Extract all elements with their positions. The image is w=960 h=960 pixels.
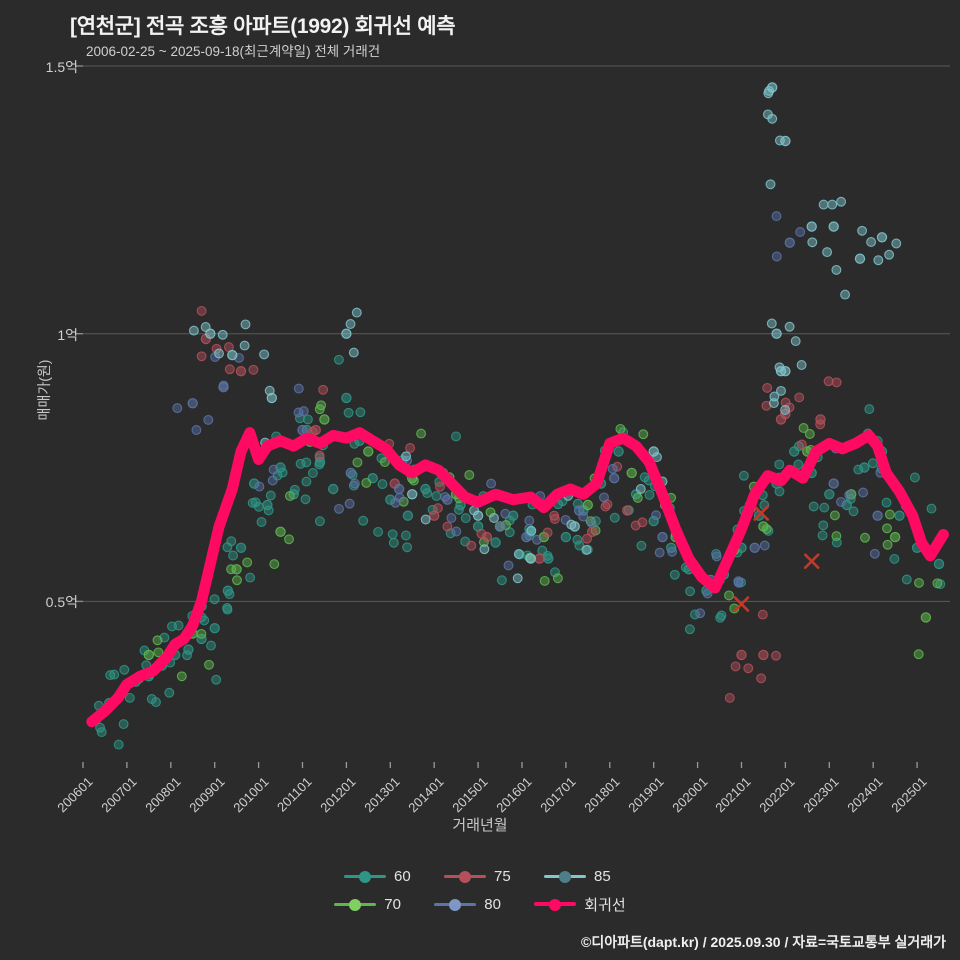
y-axis-label: 매매가(원) bbox=[36, 359, 52, 421]
page-title: [연천군] 전곡 조흥 아파트(1992) 회귀선 예측 bbox=[70, 15, 456, 38]
cancelled-markers-layer bbox=[733, 505, 820, 612]
y-tick-text: 0.5억 bbox=[45, 594, 78, 611]
legend-label-regression: 회귀선 bbox=[584, 896, 626, 914]
page-subtitle: 2006-02-25 ~ 2025-09-18(최근계약일) 전체 거래건 bbox=[86, 44, 381, 59]
x-axis-label: 거래년월 bbox=[452, 817, 508, 834]
legend-swatch-80 bbox=[434, 897, 477, 911]
legend-swatch-60 bbox=[344, 869, 386, 883]
legend-label-70: 70 bbox=[384, 895, 401, 913]
legend-item-60[interactable]: 60 bbox=[344, 868, 416, 885]
legend-label-75: 75 bbox=[494, 867, 511, 885]
legend-item-regression[interactable]: 회귀선 bbox=[534, 894, 626, 915]
legend-item-85[interactable]: 85 bbox=[544, 868, 616, 885]
y-tick-text: 1.5억 bbox=[45, 59, 78, 75]
legend-item-75[interactable]: 75 bbox=[444, 868, 516, 885]
legend-label-80: 80 bbox=[484, 895, 501, 913]
legend-item-70[interactable]: 70 bbox=[334, 896, 406, 913]
legend-swatch-regression bbox=[534, 897, 577, 911]
legend-item-80[interactable]: 80 bbox=[434, 896, 506, 913]
regression-line-layer bbox=[86, 427, 949, 728]
legend-row-1: 60 75 85 bbox=[0, 862, 960, 890]
legend-swatch-70 bbox=[334, 897, 377, 911]
data-points-layer bbox=[90, 82, 946, 750]
chart-legend: 60 75 85 bbox=[0, 862, 960, 918]
x-tick-marks bbox=[82, 762, 918, 768]
legend-row-2: 70 80 회귀선 bbox=[0, 890, 960, 918]
legend-label-60: 60 bbox=[394, 867, 411, 885]
y-tick-text: 1억 bbox=[57, 326, 78, 343]
legend-swatch-75 bbox=[444, 869, 486, 883]
footer-credit: ©디아파트(dapt.kr) / 2025.09.30 / 자료=국토교통부 실… bbox=[581, 934, 946, 950]
legend-label-85: 85 bbox=[594, 867, 611, 885]
legend-swatch-85 bbox=[544, 869, 586, 883]
